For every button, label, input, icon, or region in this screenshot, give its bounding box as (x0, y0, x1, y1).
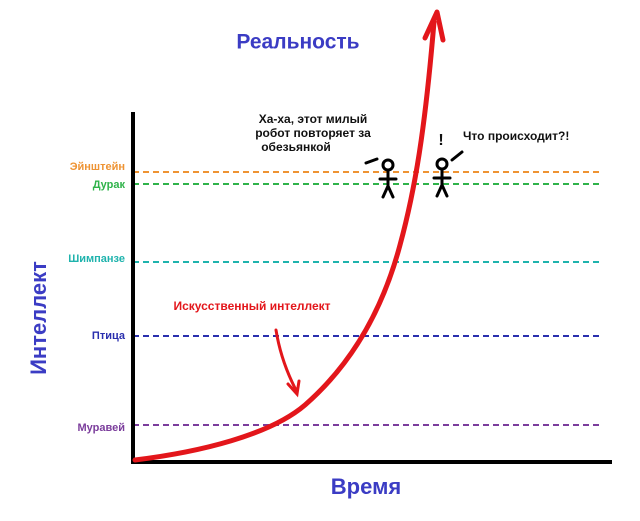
stick-figures (364, 150, 464, 199)
speech-line: робот повторяет за (255, 126, 371, 140)
level-label: Эйнштейн (70, 161, 125, 173)
level-label: Шимпанзе (68, 253, 125, 265)
ai-curve (132, 19, 437, 463)
speech-line: Ха-ха, этот милый (259, 112, 368, 126)
speech-line: обезьянкой (261, 140, 331, 154)
figure-body (432, 167, 452, 198)
title: Реальность (236, 31, 359, 54)
figure-body (378, 168, 398, 199)
speech-tick (450, 150, 464, 162)
level-label: Муравей (78, 422, 125, 434)
level-label: Птица (92, 330, 126, 342)
speech-right: Что происходит?! (463, 129, 569, 143)
level-label: Дурак (93, 179, 126, 191)
ai-pointer (274, 328, 301, 398)
levels: Эйнштейн Дурак Шимпанзе Птица Муравей (68, 161, 602, 434)
speech-tick (364, 157, 379, 165)
y-axis-label: Интеллект (26, 261, 51, 375)
x-axis-label: Время (331, 474, 401, 499)
ai-label: Искусственный интеллект (173, 299, 330, 313)
curve-arrowhead (422, 9, 446, 43)
exclamation: ! (438, 132, 443, 149)
